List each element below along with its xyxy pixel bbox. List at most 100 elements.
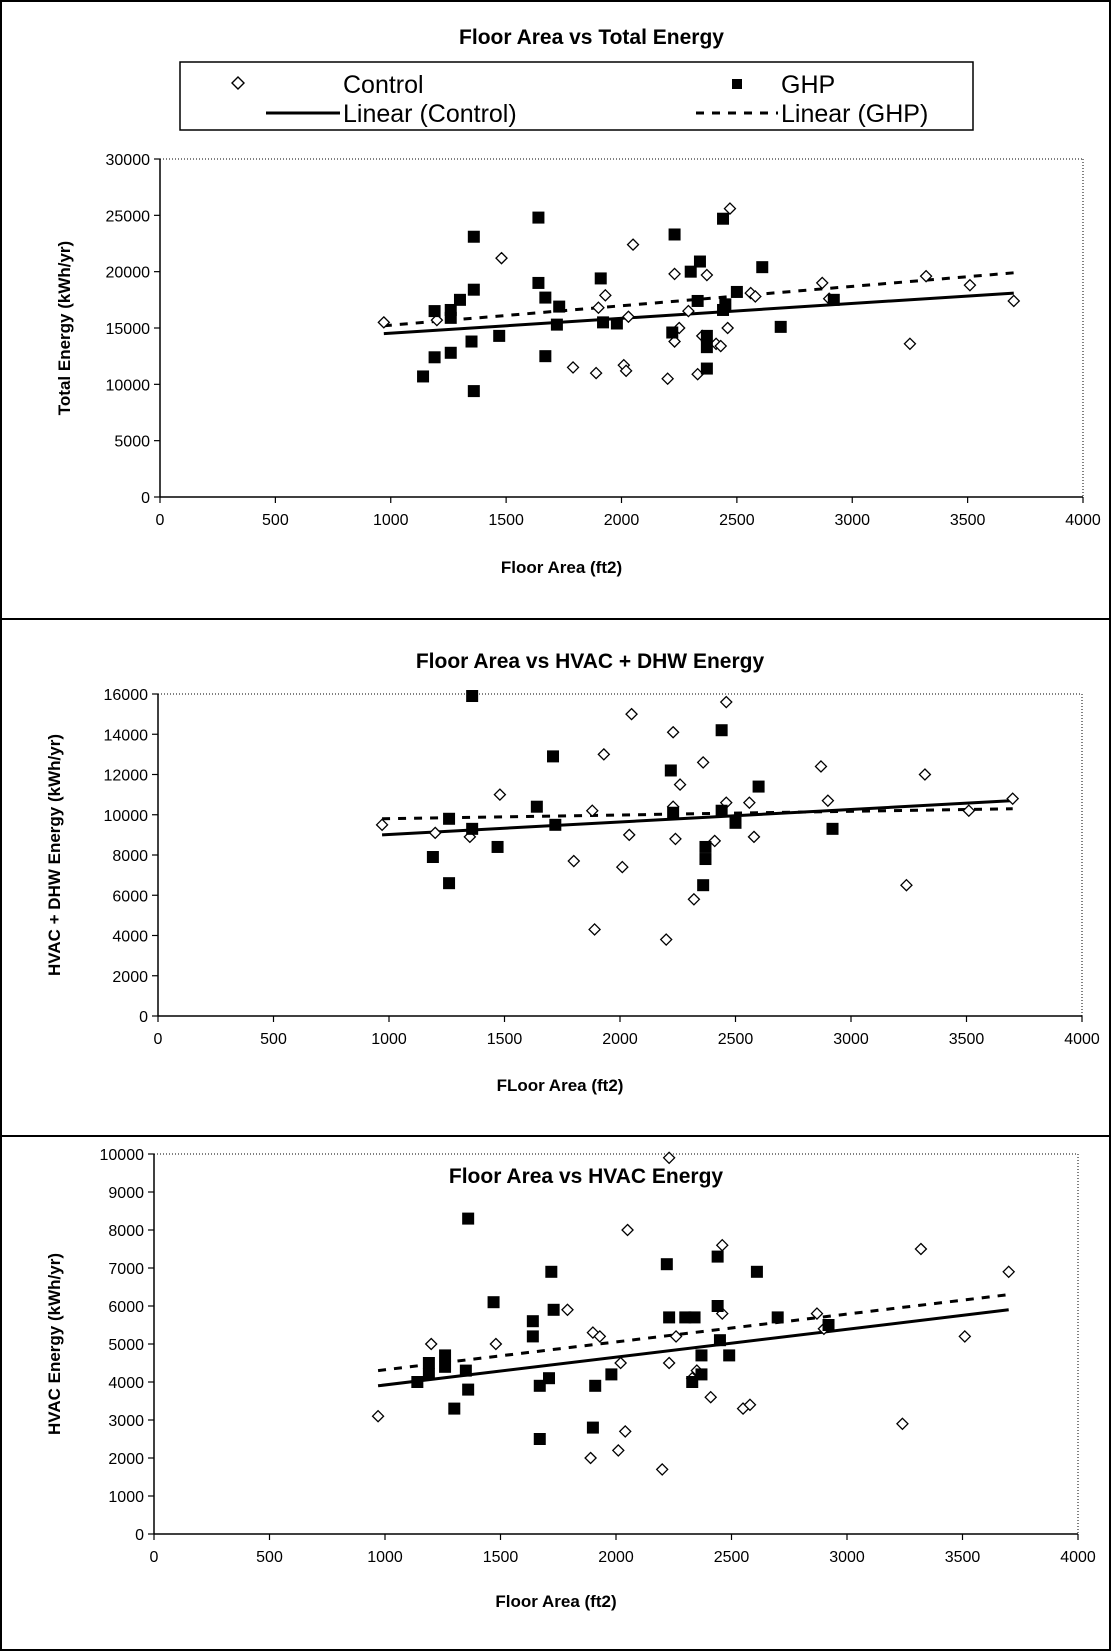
ghp-point bbox=[526, 1315, 539, 1328]
ghp-point bbox=[750, 1265, 763, 1278]
ghp-point bbox=[532, 211, 545, 224]
control-point bbox=[621, 1223, 634, 1237]
control-point bbox=[700, 268, 714, 282]
ghp-point bbox=[713, 1334, 726, 1347]
ghp-point bbox=[667, 806, 680, 819]
control-point bbox=[821, 794, 835, 808]
ghp-point bbox=[700, 329, 713, 342]
y-tick-label: 25000 bbox=[106, 208, 151, 225]
control-point bbox=[1002, 1265, 1016, 1279]
ghp-point bbox=[752, 780, 765, 793]
ghp-point bbox=[684, 265, 697, 278]
ghp-point bbox=[697, 879, 710, 892]
ghp-point bbox=[719, 298, 732, 311]
x-tick-label: 3500 bbox=[945, 1549, 981, 1566]
control-point bbox=[618, 1424, 632, 1438]
x-tick-label: 3500 bbox=[950, 512, 986, 529]
ghp-point bbox=[443, 812, 456, 825]
control-point bbox=[619, 364, 633, 378]
control-point bbox=[714, 339, 728, 353]
control-point bbox=[963, 278, 977, 292]
x-tick-label: 4000 bbox=[1065, 512, 1101, 529]
ghp-point bbox=[444, 346, 457, 359]
chart-2: 0 500 1000 1500 2000 2500 3000 3500 4000 0 2000 400… bbox=[45, 650, 1100, 1095]
y-axis-title: HVAC Energy (kWh/yr) bbox=[45, 1253, 64, 1435]
y-tick-label: 5000 bbox=[114, 434, 150, 451]
ghp-point bbox=[417, 370, 430, 383]
x-tick-label: 1500 bbox=[487, 1031, 523, 1048]
chart-3: 0 500 1000 1500 2000 2500 3000 3500 4000 0 1000 200… bbox=[45, 1147, 1096, 1611]
x-tick-label: 0 bbox=[150, 1549, 159, 1566]
ghp-point bbox=[539, 350, 552, 363]
ghp-point bbox=[526, 1330, 539, 1343]
ghp-point bbox=[448, 1402, 461, 1415]
ghp-point bbox=[439, 1360, 452, 1373]
control-point bbox=[430, 313, 444, 327]
ghp-point bbox=[466, 822, 479, 835]
control-point bbox=[721, 321, 735, 335]
trendline-control bbox=[383, 291, 1014, 336]
x-tick-label: 2000 bbox=[598, 1549, 634, 1566]
y-tick-label: 10000 bbox=[104, 808, 149, 825]
x-tick-label: 1500 bbox=[488, 512, 524, 529]
control-point bbox=[495, 251, 508, 265]
control-point bbox=[561, 1303, 574, 1317]
y-tick-label: 10000 bbox=[106, 377, 151, 394]
legend-control-label: Control bbox=[343, 71, 424, 99]
ghp-point bbox=[693, 255, 706, 268]
ghp-point bbox=[428, 351, 441, 364]
ghp-point bbox=[553, 300, 566, 313]
chart-1: 0 500 1000 1500 2000 2500 3000 3500 4000 0 5000 100… bbox=[55, 26, 1101, 577]
control-point bbox=[723, 202, 737, 215]
control-point bbox=[662, 1356, 676, 1370]
control-point bbox=[666, 725, 680, 739]
ghp-point bbox=[756, 261, 769, 274]
control-point bbox=[696, 756, 710, 769]
trendline-control bbox=[377, 1308, 1009, 1388]
control-point bbox=[673, 778, 687, 791]
ghp-point bbox=[695, 1349, 708, 1362]
ghp-point bbox=[664, 764, 677, 777]
ghp-point bbox=[453, 293, 466, 306]
y-tick-label: 3000 bbox=[108, 1413, 144, 1430]
x-axis-title: Floor Area (ft2) bbox=[495, 1592, 616, 1611]
x-tick-label: 2000 bbox=[604, 512, 640, 529]
chart-title: Floor Area vs Total Energy bbox=[459, 26, 724, 49]
y-tick-label: 30000 bbox=[106, 152, 151, 169]
ghp-point bbox=[715, 804, 728, 817]
ghp-point bbox=[827, 293, 840, 306]
y-tick-label: 0 bbox=[135, 1527, 144, 1544]
x-axis-title: Floor Area (ft2) bbox=[501, 558, 622, 577]
ghp-point bbox=[771, 1311, 784, 1324]
x-tick-label: 4000 bbox=[1060, 1549, 1096, 1566]
legend-linear-control-label: Linear (Control) bbox=[343, 100, 517, 128]
legend-control-marker-icon bbox=[231, 76, 245, 90]
control-point bbox=[493, 788, 507, 802]
ghp-point bbox=[466, 690, 479, 703]
x-tick-label: 0 bbox=[154, 1031, 163, 1048]
ghp-point bbox=[700, 341, 713, 354]
y-tick-label: 4000 bbox=[112, 929, 148, 946]
control-point bbox=[622, 828, 636, 842]
ghp-point bbox=[467, 385, 480, 398]
ghp-point bbox=[493, 329, 506, 342]
y-tick-label: 5000 bbox=[108, 1337, 144, 1354]
x-tick-label: 500 bbox=[260, 1031, 287, 1048]
control-point bbox=[708, 834, 722, 848]
ghp-point bbox=[729, 816, 742, 829]
control-point bbox=[597, 747, 611, 761]
ghp-point bbox=[532, 276, 545, 289]
y-tick-label: 10000 bbox=[100, 1147, 145, 1164]
ghp-point bbox=[605, 1368, 618, 1381]
ghp-point bbox=[679, 1311, 692, 1324]
ghp-point bbox=[443, 877, 456, 890]
control-point bbox=[588, 923, 602, 936]
ghp-point bbox=[715, 724, 728, 737]
legend-box bbox=[179, 61, 974, 131]
ghp-point bbox=[547, 750, 560, 763]
y-tick-label: 2000 bbox=[112, 969, 148, 986]
control-point bbox=[1007, 294, 1021, 308]
control-point bbox=[1006, 792, 1020, 806]
ghp-point bbox=[422, 1368, 435, 1381]
x-tick-label: 1000 bbox=[371, 1031, 407, 1048]
